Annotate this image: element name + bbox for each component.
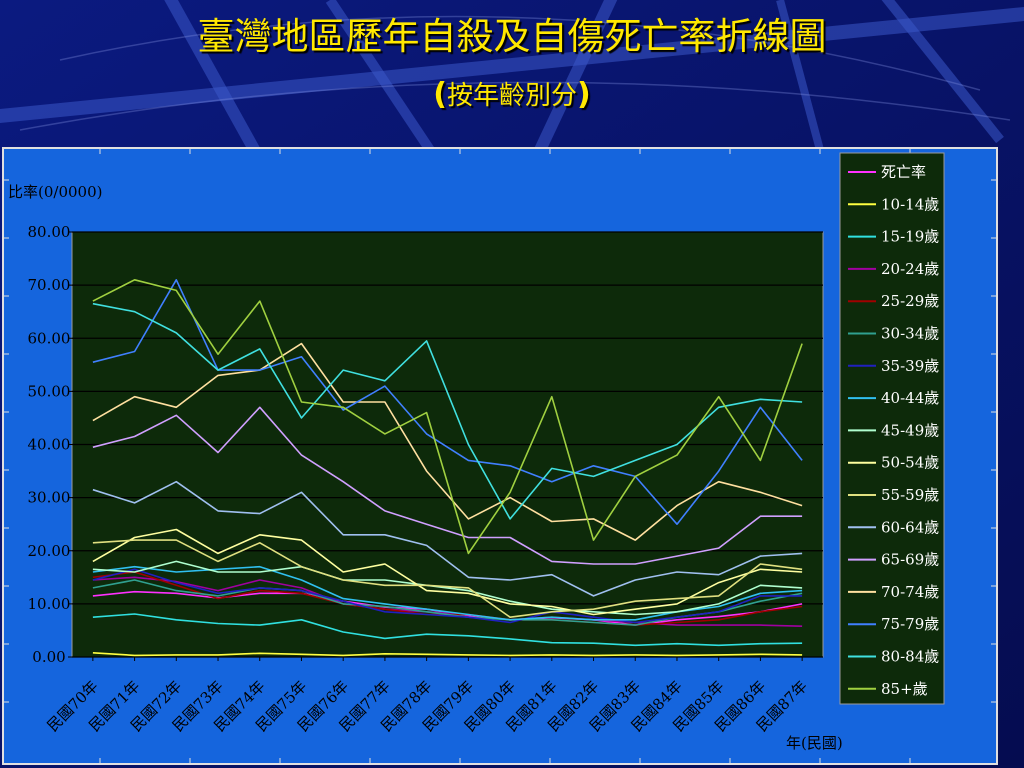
legend-label: 25-29歲	[881, 292, 939, 310]
series-line-12	[92, 480, 803, 597]
y-tick-label: 10.00	[28, 595, 71, 613]
series-line-7	[92, 568, 803, 624]
y-tick-label: 80.00	[28, 223, 71, 241]
y-tick-label: 70.00	[28, 276, 71, 294]
subtitle-open-paren: (	[433, 77, 447, 112]
y-axis-label: 比率(0/0000)	[8, 183, 102, 201]
legend-label: 35-39歲	[881, 357, 939, 375]
series-line-17	[92, 278, 803, 555]
series-line-15	[92, 278, 803, 526]
page-subtitle: (按年齡別分)	[0, 78, 1024, 113]
series-line-4	[92, 576, 803, 627]
series-line-11	[92, 539, 803, 619]
page-title: 臺灣地區歷年自殺及自傷死亡率折線圖	[197, 15, 827, 58]
y-tick-label: 50.00	[28, 382, 71, 400]
legend-label: 30-34歲	[881, 325, 939, 343]
legend-label: 65-69歲	[881, 551, 939, 569]
series-line-10	[92, 528, 803, 616]
series-line-14	[92, 342, 803, 541]
legend-box	[839, 152, 945, 705]
legend-label: 70-74歲	[881, 583, 939, 601]
legend-label: 45-49歲	[881, 421, 939, 439]
legend-label: 死亡率	[881, 163, 926, 181]
subtitle-text: 按年齡別分	[446, 81, 577, 111]
legend-label: 80-84歲	[881, 648, 939, 666]
legend-label: 85+歲	[881, 680, 928, 698]
legend-label: 40-44歲	[881, 389, 939, 407]
series-line-9	[92, 560, 803, 616]
legend-label: 55-59歲	[881, 486, 939, 504]
series-line-13	[92, 406, 803, 565]
legend-label: 15-19歲	[881, 228, 939, 246]
y-tick-label: 30.00	[28, 489, 71, 507]
legend-label: 50-54歲	[881, 454, 939, 472]
y-tick-label: 20.00	[28, 542, 71, 560]
series-line-2	[92, 652, 803, 657]
legend-label: 10-14歲	[881, 195, 939, 213]
series-line-16	[92, 302, 803, 520]
y-tick-label: 60.00	[28, 329, 71, 347]
x-axis-label: 年(民國)	[786, 734, 843, 752]
legend-label: 60-64歲	[881, 518, 939, 536]
subtitle-close-paren: )	[577, 77, 591, 112]
legend-label: 20-24歲	[881, 260, 939, 278]
series-line-3	[92, 613, 803, 647]
legend-label: 75-79歲	[881, 615, 939, 633]
y-tick-label: 0.00	[32, 648, 65, 666]
y-tick-label: 40.00	[28, 436, 71, 454]
